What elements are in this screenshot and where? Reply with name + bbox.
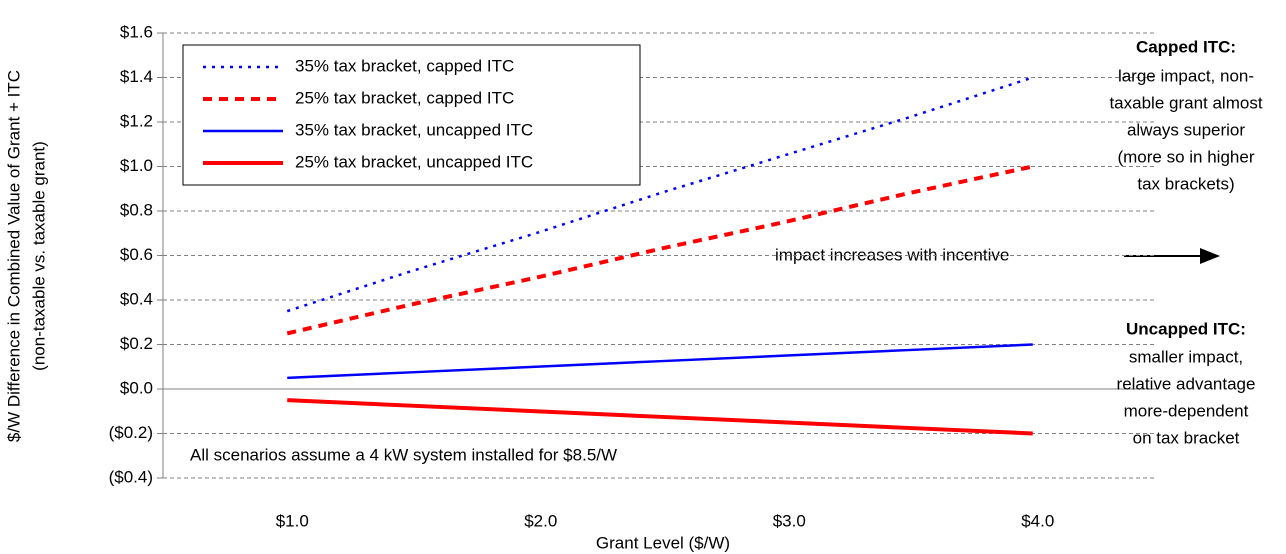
legend-label: 25% tax bracket, capped ITC [295, 88, 514, 107]
annotation-line: on tax bracket [1133, 428, 1240, 447]
annotation-line: taxable grant almost [1109, 93, 1262, 112]
y-tick-label: ($0.4) [109, 467, 153, 486]
y-tick-label: $0.8 [120, 200, 153, 219]
y-tick-label: $0.0 [120, 378, 153, 397]
x-tick-label: $4.0 [1021, 511, 1054, 530]
y-axis-label-line: (non-taxable vs. taxable grant) [29, 141, 48, 371]
y-tick-label: $0.2 [120, 334, 153, 353]
x-tick-label: $2.0 [524, 511, 557, 530]
annotation-line: more-dependent [1124, 401, 1249, 420]
x-tick-label: $1.0 [276, 511, 309, 530]
series-line [287, 398, 1033, 436]
annotation-heading: Capped ITC: [1136, 37, 1236, 56]
y-tick-label: $0.4 [120, 289, 153, 308]
annotation-line: tax brackets) [1137, 174, 1234, 193]
y-tick-label: $1.0 [120, 156, 153, 175]
annotation-line: always superior [1127, 120, 1245, 139]
x-tick-label: $3.0 [773, 511, 806, 530]
legend-label: 35% tax bracket, uncapped ITC [295, 120, 533, 139]
annotation-line: large impact, non- [1118, 66, 1254, 85]
y-tick-label: $1.6 [120, 22, 153, 41]
legend-label: 35% tax bracket, capped ITC [295, 56, 514, 75]
series-line [287, 343, 1033, 380]
annotation-line: (more so in higher [1117, 147, 1254, 166]
annotation-line: smaller impact, [1129, 347, 1243, 366]
y-tick-label: ($0.2) [109, 423, 153, 442]
y-axis-label-line: $/W Difference in Combined Value of Gran… [4, 70, 23, 442]
y-axis-label: $/W Difference in Combined Value of Gran… [4, 70, 48, 442]
legend-label: 25% tax bracket, uncapped ITC [295, 152, 533, 171]
annotation-line: relative advantage [1117, 374, 1256, 393]
y-tick-label: $1.4 [120, 67, 153, 86]
y-tick-label: $0.6 [120, 245, 153, 264]
note: All scenarios assume a 4 kW system insta… [190, 445, 617, 464]
series-line [286, 76, 1034, 313]
annotation-heading: Uncapped ITC: [1126, 319, 1246, 338]
y-tick-label: $1.2 [120, 111, 153, 130]
x-axis-label: Grant Level ($/W) [596, 533, 730, 552]
trend-annotation: impact increases with incentive [775, 245, 1009, 264]
